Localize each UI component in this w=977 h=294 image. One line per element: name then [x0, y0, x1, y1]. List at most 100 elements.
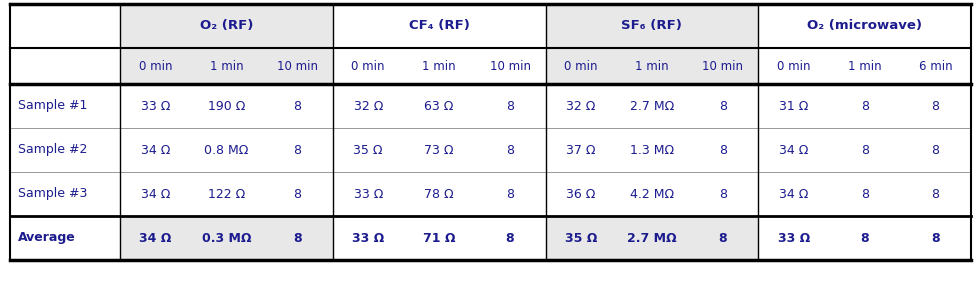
Text: 0.3 MΩ: 0.3 MΩ: [201, 231, 251, 245]
Text: 10 min: 10 min: [702, 59, 743, 73]
Text: 4.2 MΩ: 4.2 MΩ: [630, 188, 674, 201]
Text: 31 Ω: 31 Ω: [779, 99, 808, 113]
Bar: [900, 172, 971, 216]
Bar: [333, 128, 404, 172]
Text: 8: 8: [931, 231, 940, 245]
Bar: [545, 128, 616, 172]
Text: 0 min: 0 min: [564, 59, 598, 73]
Text: O₂ (microwave): O₂ (microwave): [807, 19, 922, 33]
Text: 73 Ω: 73 Ω: [424, 143, 454, 156]
Bar: [333, 172, 404, 216]
Bar: [545, 216, 616, 260]
Text: 35 Ω: 35 Ω: [354, 143, 383, 156]
Text: 33 Ω: 33 Ω: [354, 188, 383, 201]
Text: 33 Ω: 33 Ω: [778, 231, 810, 245]
Bar: [616, 128, 688, 172]
Text: 8: 8: [931, 143, 940, 156]
Text: 33 Ω: 33 Ω: [141, 99, 170, 113]
Bar: [758, 84, 829, 128]
Text: Sample #1: Sample #1: [18, 99, 87, 113]
Bar: [10, 128, 120, 172]
Text: 1 min: 1 min: [209, 59, 243, 73]
Text: 71 Ω: 71 Ω: [423, 231, 455, 245]
Text: 10 min: 10 min: [489, 59, 531, 73]
Text: Average: Average: [18, 231, 76, 245]
Text: 8: 8: [506, 143, 514, 156]
Bar: [758, 4, 829, 48]
Bar: [262, 4, 333, 48]
Text: 8: 8: [506, 231, 514, 245]
Bar: [262, 48, 333, 84]
Bar: [10, 84, 120, 128]
Text: Sample #2: Sample #2: [18, 143, 87, 156]
Bar: [829, 128, 900, 172]
Bar: [758, 128, 829, 172]
Text: 34 Ω: 34 Ω: [140, 231, 172, 245]
Text: 122 Ω: 122 Ω: [208, 188, 245, 201]
Text: 0 min: 0 min: [777, 59, 811, 73]
Text: 190 Ω: 190 Ω: [208, 99, 245, 113]
Bar: [688, 84, 758, 128]
Text: O₂ (RF): O₂ (RF): [199, 19, 253, 33]
Bar: [688, 216, 758, 260]
Bar: [688, 4, 758, 48]
Bar: [545, 172, 616, 216]
Text: 8: 8: [931, 99, 940, 113]
Text: 0.8 MΩ: 0.8 MΩ: [204, 143, 248, 156]
Bar: [120, 4, 191, 48]
Text: 63 Ω: 63 Ω: [424, 99, 453, 113]
Bar: [120, 48, 191, 84]
Bar: [616, 84, 688, 128]
Text: 1.3 MΩ: 1.3 MΩ: [630, 143, 674, 156]
Bar: [191, 84, 262, 128]
Text: 8: 8: [293, 231, 302, 245]
Text: 37 Ω: 37 Ω: [567, 143, 596, 156]
Bar: [616, 172, 688, 216]
Text: 35 Ω: 35 Ω: [565, 231, 597, 245]
Text: 8: 8: [931, 188, 940, 201]
Bar: [545, 48, 616, 84]
Bar: [758, 48, 829, 84]
Bar: [545, 84, 616, 128]
Bar: [829, 172, 900, 216]
Text: 33 Ω: 33 Ω: [352, 231, 384, 245]
Bar: [120, 172, 191, 216]
Text: 34 Ω: 34 Ω: [141, 188, 170, 201]
Bar: [475, 84, 545, 128]
Bar: [10, 4, 120, 48]
Bar: [758, 172, 829, 216]
Text: 8: 8: [861, 188, 869, 201]
Bar: [758, 216, 829, 260]
Bar: [688, 172, 758, 216]
Bar: [475, 4, 545, 48]
Bar: [475, 48, 545, 84]
Bar: [900, 48, 971, 84]
Text: 34 Ω: 34 Ω: [779, 143, 808, 156]
Bar: [191, 4, 262, 48]
Bar: [333, 48, 404, 84]
Text: 8: 8: [718, 231, 727, 245]
Text: 8: 8: [861, 143, 869, 156]
Text: 1 min: 1 min: [848, 59, 881, 73]
Text: 0 min: 0 min: [352, 59, 385, 73]
Bar: [404, 48, 475, 84]
Bar: [120, 84, 191, 128]
Bar: [475, 128, 545, 172]
Text: 8: 8: [293, 143, 301, 156]
Bar: [191, 216, 262, 260]
Text: 78 Ω: 78 Ω: [424, 188, 454, 201]
Bar: [900, 216, 971, 260]
Text: CF₄ (RF): CF₄ (RF): [408, 19, 470, 33]
Bar: [404, 84, 475, 128]
Bar: [191, 48, 262, 84]
Bar: [120, 128, 191, 172]
Text: 10 min: 10 min: [276, 59, 318, 73]
Bar: [900, 84, 971, 128]
Bar: [404, 4, 475, 48]
Text: 8: 8: [719, 143, 727, 156]
Bar: [262, 216, 333, 260]
Bar: [829, 48, 900, 84]
Bar: [900, 4, 971, 48]
Bar: [900, 128, 971, 172]
Bar: [404, 128, 475, 172]
